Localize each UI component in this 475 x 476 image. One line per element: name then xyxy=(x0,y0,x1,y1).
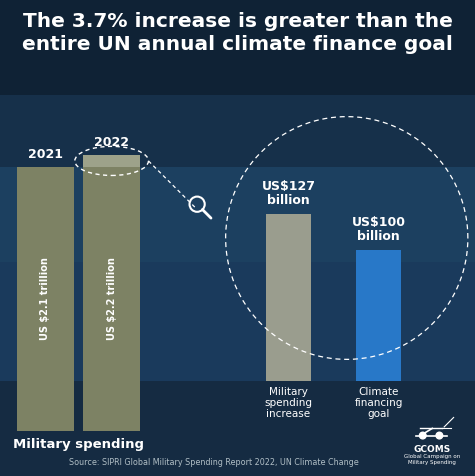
Bar xyxy=(0,381,475,476)
Text: US $2.2 trillion: US $2.2 trillion xyxy=(106,258,117,340)
Bar xyxy=(83,155,140,167)
Bar xyxy=(0,262,475,381)
Text: Military
spending
increase: Military spending increase xyxy=(265,387,313,419)
Bar xyxy=(356,250,401,381)
Bar xyxy=(17,167,74,431)
Circle shape xyxy=(419,432,426,439)
Text: Military spending: Military spending xyxy=(13,438,144,451)
Text: US$100
billion: US$100 billion xyxy=(352,216,406,243)
Text: Climate
financing
goal: Climate financing goal xyxy=(355,387,403,419)
Bar xyxy=(0,167,475,262)
Text: GCOMS: GCOMS xyxy=(414,446,451,454)
Text: Source: SIPRI Global Military Spending Report 2022, UN Climate Change: Source: SIPRI Global Military Spending R… xyxy=(69,458,359,467)
Text: 2021: 2021 xyxy=(28,148,63,161)
Bar xyxy=(266,214,311,381)
Bar xyxy=(0,0,475,95)
Text: The 3.7% increase is greater than the
entire UN annual climate finance goal: The 3.7% increase is greater than the en… xyxy=(22,12,453,54)
Text: US $2.1 trillion: US $2.1 trillion xyxy=(40,258,50,340)
Bar xyxy=(0,95,475,167)
Text: Global Campaign on
Military Spending: Global Campaign on Military Spending xyxy=(404,454,460,465)
Text: 2022: 2022 xyxy=(94,136,129,149)
Bar xyxy=(83,167,140,431)
Circle shape xyxy=(436,432,443,439)
Text: US$127
billion: US$127 billion xyxy=(262,180,315,207)
